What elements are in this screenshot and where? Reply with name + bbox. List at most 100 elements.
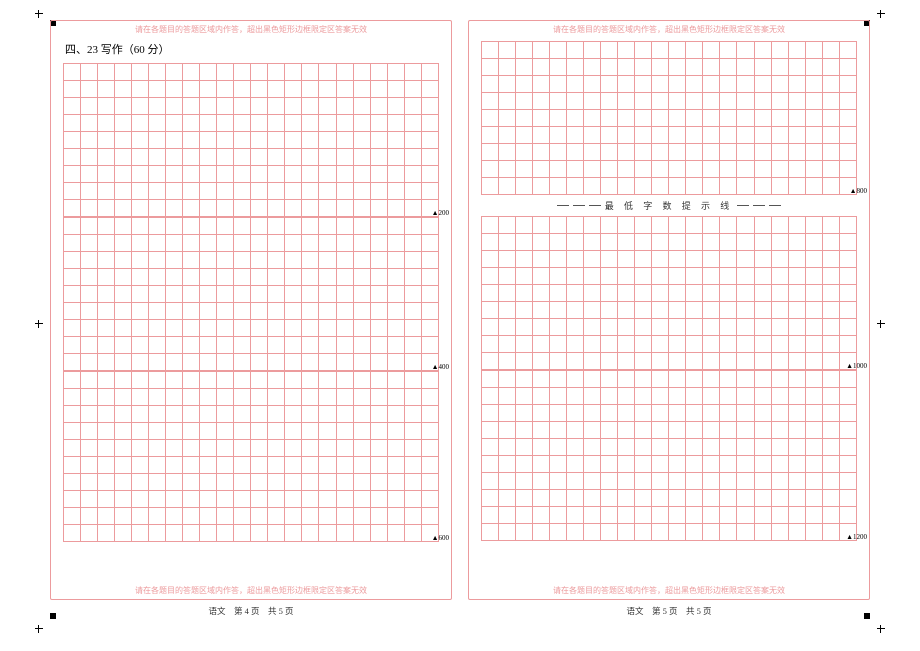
writing-cell xyxy=(652,388,669,405)
writing-cell xyxy=(822,353,839,370)
writing-cell xyxy=(839,251,856,268)
writing-cell xyxy=(336,81,353,98)
writing-cell xyxy=(839,234,856,251)
writing-cell xyxy=(788,268,805,285)
writing-cell xyxy=(771,473,788,490)
writing-cell xyxy=(149,81,166,98)
writing-cell xyxy=(370,389,387,406)
writing-cell xyxy=(149,440,166,457)
writing-cell xyxy=(601,439,618,456)
writing-cell xyxy=(822,319,839,336)
writing-cell xyxy=(64,98,81,115)
writing-cell xyxy=(618,93,635,110)
writing-cell xyxy=(839,371,856,388)
word-count-marker: ▲200 xyxy=(432,209,449,217)
writing-cell xyxy=(584,178,601,195)
writing-cell xyxy=(703,251,720,268)
writing-cell xyxy=(353,525,370,542)
writing-cell xyxy=(183,64,200,81)
writing-cell xyxy=(652,405,669,422)
writing-cell xyxy=(149,64,166,81)
writing-cell xyxy=(81,286,98,303)
writing-cell xyxy=(132,166,149,183)
writing-cell xyxy=(499,76,516,93)
writing-cell xyxy=(754,353,771,370)
writing-cell xyxy=(584,388,601,405)
writing-cell xyxy=(652,93,669,110)
writing-cell xyxy=(149,132,166,149)
writing-cell xyxy=(268,354,285,371)
writing-cell xyxy=(404,389,421,406)
writing-cell xyxy=(387,525,404,542)
writing-cell xyxy=(533,439,550,456)
writing-cell xyxy=(319,508,336,525)
writing-cell xyxy=(567,42,584,59)
writing-cell xyxy=(183,183,200,200)
writing-cell xyxy=(550,507,567,524)
writing-cell xyxy=(302,457,319,474)
writing-cell xyxy=(81,354,98,371)
writing-cell xyxy=(353,132,370,149)
writing-cell xyxy=(686,93,703,110)
writing-cell xyxy=(336,406,353,423)
writing-cell xyxy=(601,388,618,405)
writing-cell xyxy=(234,508,251,525)
writing-cell xyxy=(550,490,567,507)
writing-cell xyxy=(771,76,788,93)
writing-cell xyxy=(788,76,805,93)
writing-cell xyxy=(703,336,720,353)
writing-cell xyxy=(370,200,387,217)
writing-cell xyxy=(618,42,635,59)
writing-cell xyxy=(635,59,652,76)
writing-cell xyxy=(149,389,166,406)
writing-cell xyxy=(183,406,200,423)
writing-cell xyxy=(217,457,234,474)
writing-cell xyxy=(550,178,567,195)
writing-cell xyxy=(200,354,217,371)
writing-cell xyxy=(353,81,370,98)
writing-cell xyxy=(754,127,771,144)
writing-cell xyxy=(387,64,404,81)
writing-cell xyxy=(618,456,635,473)
writing-cell xyxy=(251,508,268,525)
writing-cell xyxy=(839,285,856,302)
writing-cell xyxy=(370,115,387,132)
writing-cell xyxy=(285,235,302,252)
writing-cell xyxy=(200,389,217,406)
writing-cell xyxy=(234,286,251,303)
writing-cell xyxy=(166,320,183,337)
writing-cell xyxy=(132,286,149,303)
writing-cell xyxy=(822,456,839,473)
writing-cell xyxy=(720,251,737,268)
writing-cell xyxy=(788,473,805,490)
writing-cell xyxy=(132,200,149,217)
writing-cell xyxy=(115,115,132,132)
writing-cell xyxy=(618,110,635,127)
writing-cell xyxy=(499,110,516,127)
writing-cell xyxy=(81,166,98,183)
writing-cell xyxy=(669,234,686,251)
writing-cell xyxy=(669,371,686,388)
writing-cell xyxy=(703,285,720,302)
writing-cell xyxy=(516,371,533,388)
writing-cell xyxy=(132,183,149,200)
writing-cell xyxy=(149,115,166,132)
writing-cell xyxy=(200,525,217,542)
writing-cell xyxy=(533,76,550,93)
writing-cell xyxy=(635,234,652,251)
writing-cell xyxy=(754,371,771,388)
writing-cell xyxy=(805,217,822,234)
writing-cell xyxy=(217,508,234,525)
writing-cell xyxy=(737,234,754,251)
writing-cell xyxy=(805,439,822,456)
word-count-marker: ▲1000 xyxy=(846,362,867,370)
writing-cell xyxy=(516,127,533,144)
writing-cell xyxy=(98,286,115,303)
writing-cell xyxy=(421,235,438,252)
writing-cell xyxy=(567,319,584,336)
writing-cell xyxy=(499,42,516,59)
writing-cell xyxy=(251,200,268,217)
writing-cell xyxy=(601,507,618,524)
writing-cell xyxy=(669,405,686,422)
writing-cell xyxy=(618,285,635,302)
